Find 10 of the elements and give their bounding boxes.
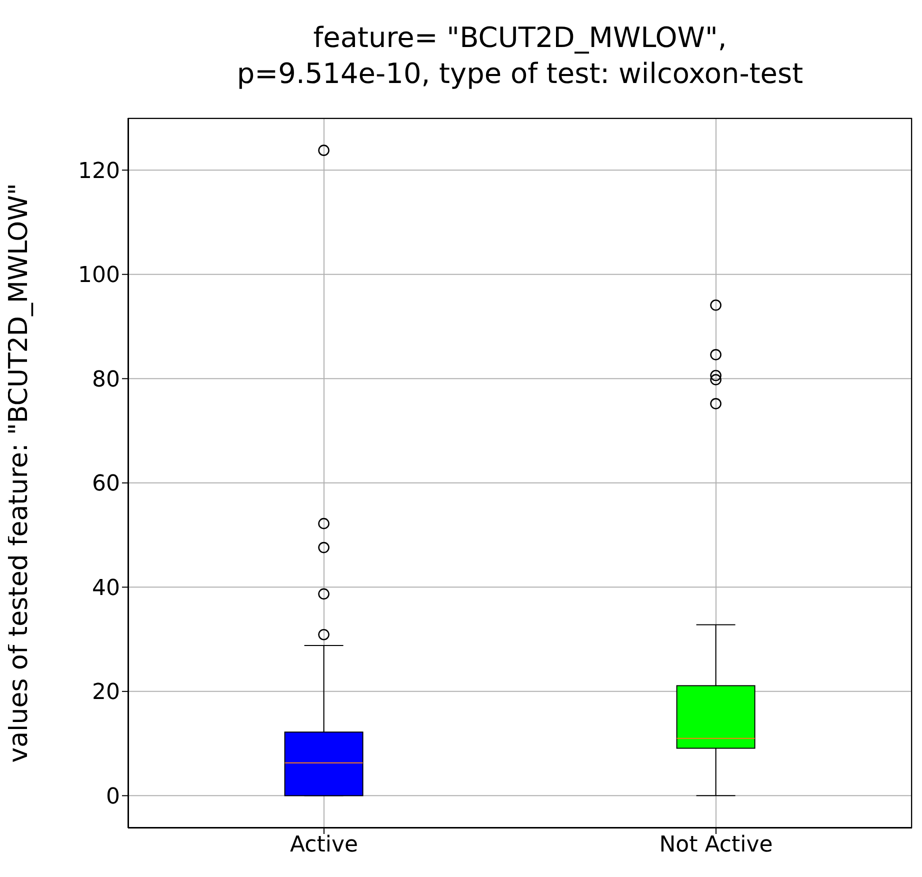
y-tick-label: 0 [106, 784, 120, 810]
y-tick-label: 80 [92, 367, 120, 392]
y-tick-label: 60 [92, 472, 120, 497]
y-tick-label: 20 [92, 680, 120, 706]
y-tick-label: 40 [92, 576, 120, 601]
x-tick-label: Active [290, 832, 358, 858]
chart-title: feature= "BCUT2D_MWLOW", p=9.514e-10, type of test: wilcoxon-test [236, 20, 804, 92]
y-tick-label: 120 [78, 158, 120, 184]
y-tick-label: 100 [78, 263, 120, 288]
x-tick-label: Not Active [659, 832, 773, 858]
